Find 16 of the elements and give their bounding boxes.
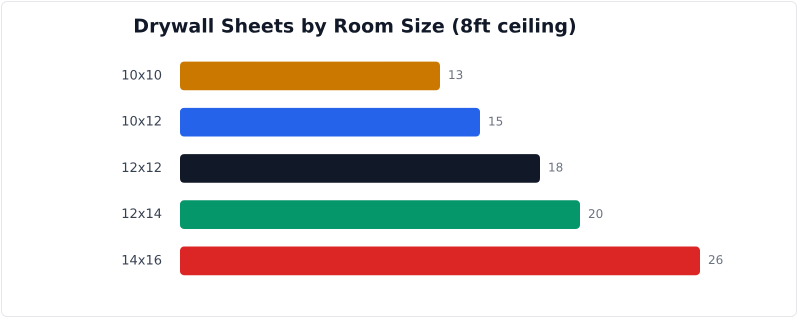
y-tick-label: 14x16 <box>121 253 162 268</box>
bar <box>180 154 540 183</box>
bar <box>180 200 580 229</box>
bar <box>180 246 700 276</box>
data-label: 15 <box>488 114 504 128</box>
bar <box>180 62 440 90</box>
data-label: 13 <box>448 68 464 82</box>
bar <box>180 108 480 136</box>
y-tick-label: 12x14 <box>121 207 162 222</box>
data-label: 26 <box>708 253 724 268</box>
chart-title: Drywall Sheets by Room Size (8ft ceiling) <box>133 15 577 38</box>
y-tick-label: 12x12 <box>121 160 162 176</box>
data-label: 18 <box>548 160 564 175</box>
y-tick-label: 10x10 <box>121 68 162 84</box>
data-label: 20 <box>588 206 604 221</box>
y-tick-label: 10x12 <box>121 114 162 130</box>
